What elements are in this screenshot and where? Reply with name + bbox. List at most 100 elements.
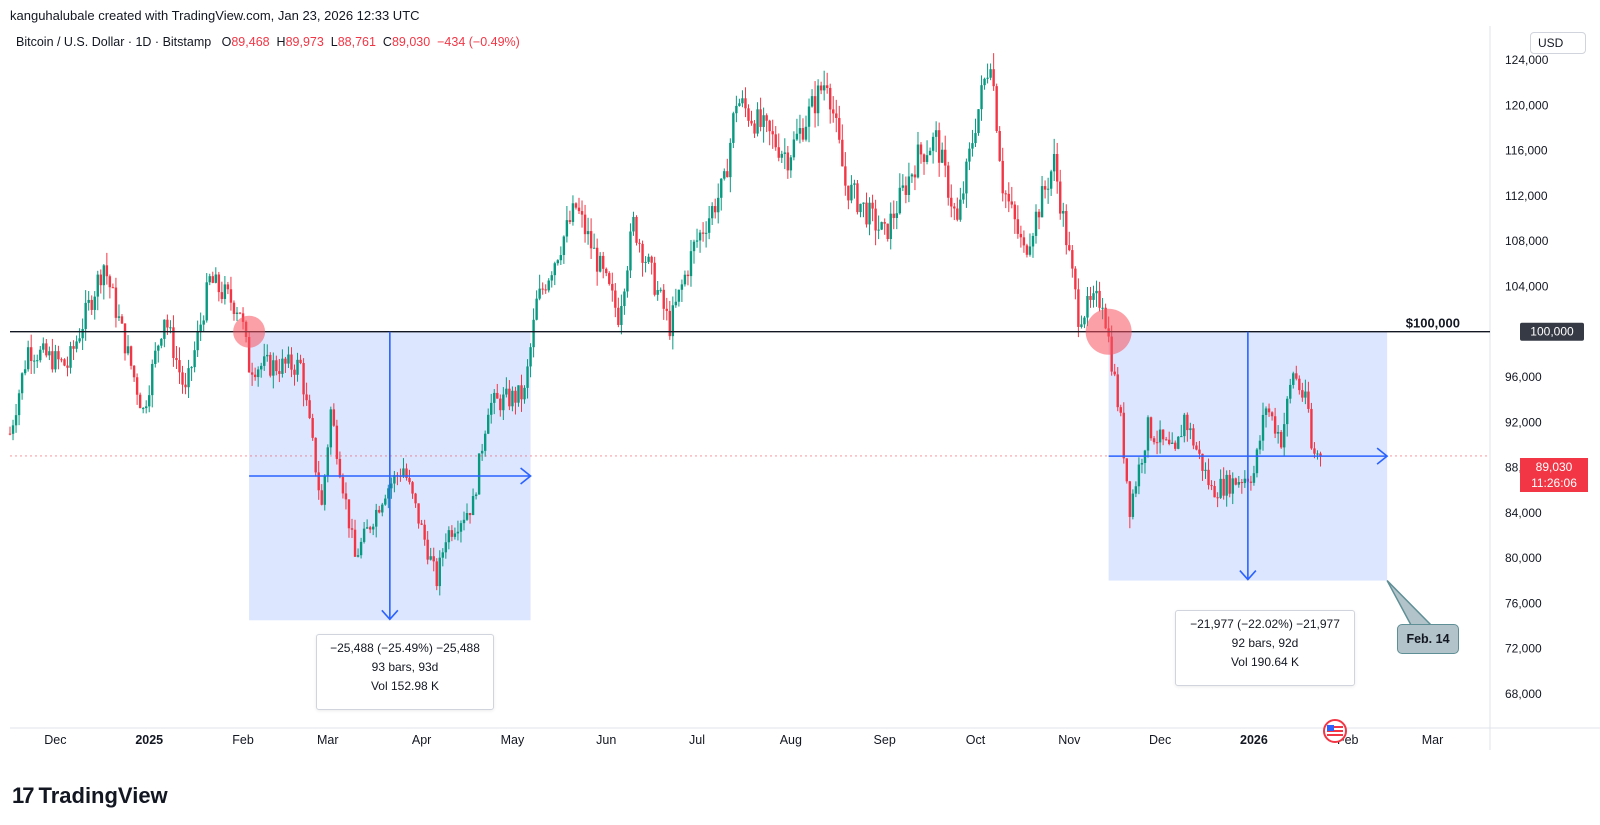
candle-body	[275, 360, 278, 372]
candle-body	[1192, 428, 1195, 446]
candle-body	[1083, 317, 1086, 325]
candle-body	[1119, 407, 1122, 413]
candle-body	[1019, 233, 1023, 238]
candle-body	[1095, 290, 1098, 294]
candle-body	[483, 433, 487, 451]
candle-body	[1158, 429, 1162, 443]
candle-body	[574, 203, 578, 208]
candle-body	[1264, 408, 1268, 415]
candle-body	[296, 359, 299, 375]
candle-body	[505, 388, 508, 395]
candle-body	[998, 131, 1001, 161]
candle-body	[57, 351, 60, 360]
candle-body	[269, 354, 272, 376]
candle-body	[1007, 193, 1010, 202]
candle-body	[278, 371, 281, 374]
candle-body	[129, 346, 133, 366]
candle-body	[1301, 390, 1304, 398]
candle-body	[229, 289, 233, 303]
candle-body	[968, 148, 971, 162]
x-tick-label: 2026	[1240, 733, 1268, 747]
candle-body	[362, 528, 366, 542]
us-flag-icon[interactable]	[1322, 718, 1348, 744]
candle-body	[1040, 186, 1044, 218]
candle-body	[1167, 439, 1171, 444]
candle-body	[1122, 412, 1125, 459]
candle-body	[704, 232, 708, 234]
candle-body	[135, 377, 139, 395]
x-tick-label: Jun	[596, 733, 616, 747]
date-callout: Feb. 14	[1397, 624, 1459, 654]
currency-button[interactable]: USD	[1530, 32, 1586, 54]
candle-body	[508, 388, 511, 407]
candle-body	[841, 139, 844, 167]
candle-body	[1161, 429, 1165, 440]
candle-body	[583, 214, 587, 235]
candle-body	[75, 341, 78, 349]
candle-body	[774, 134, 777, 148]
candle-body	[729, 142, 732, 178]
candle-body	[468, 513, 472, 516]
candle-body	[502, 394, 505, 411]
candle-body	[1140, 462, 1144, 465]
candle-body	[90, 299, 93, 310]
candle-body	[995, 86, 998, 132]
candle-body	[1155, 442, 1159, 444]
candle-body	[11, 425, 15, 434]
candle-body	[459, 523, 463, 532]
candle-body	[290, 354, 293, 370]
candle-body	[1116, 374, 1119, 408]
candle-body	[565, 220, 569, 237]
x-tick-label: May	[501, 733, 525, 747]
candle-body	[813, 96, 817, 114]
candle-body	[683, 274, 687, 285]
candle-body	[792, 139, 796, 158]
range2-volume: Vol 190.64 K	[1230, 655, 1300, 669]
candle-body	[871, 202, 874, 209]
candle-body	[650, 256, 653, 263]
candle-body	[556, 260, 560, 264]
candle-body	[217, 274, 221, 293]
range2-change: −21,977 (−22.02%) −21,977	[1190, 617, 1340, 631]
candle-body	[84, 302, 87, 329]
candle-body	[1065, 210, 1068, 246]
candle-body	[671, 305, 675, 337]
candle-body	[753, 123, 756, 134]
y-tick-label: 116,000	[1505, 144, 1548, 158]
candle-body	[1043, 186, 1047, 190]
attribution-text: kanguhalubale created with TradingView.c…	[10, 8, 420, 23]
candle-body	[187, 368, 190, 388]
candle-body	[272, 360, 275, 376]
candle-body	[662, 289, 665, 309]
candle-body	[1204, 469, 1207, 471]
range-arrow-head-right	[1376, 447, 1389, 465]
candle-body	[1164, 439, 1168, 441]
candle-body	[172, 327, 175, 359]
candle-body	[438, 557, 441, 587]
candle-body	[1313, 448, 1316, 454]
candle-body	[1137, 464, 1141, 487]
candle-body	[822, 85, 826, 91]
x-tick-label: Nov	[1058, 733, 1081, 747]
tradingview-logo[interactable]: 17 TradingView	[12, 783, 168, 809]
candle-body	[592, 247, 596, 249]
candle-body	[632, 216, 635, 232]
candle-body	[1031, 235, 1035, 247]
range-stats-box-1: −25,488 (−25.49%) −25,488 93 bars, 93d V…	[316, 634, 494, 710]
candle-body	[874, 208, 877, 231]
candle-body	[883, 222, 886, 224]
candle-body	[595, 247, 599, 272]
candle-body	[698, 232, 702, 241]
candle-body	[962, 193, 965, 200]
candle-body	[151, 363, 154, 396]
candle-body	[1125, 458, 1129, 482]
candle-body	[402, 468, 405, 477]
candle-body	[765, 115, 768, 121]
candle-body	[1234, 478, 1237, 485]
candle-body	[23, 369, 27, 374]
close-value: 89,030	[391, 35, 431, 49]
candle-body	[980, 85, 983, 110]
candle-body	[1071, 250, 1074, 269]
range2-bars: 92 bars, 92d	[1231, 636, 1299, 650]
